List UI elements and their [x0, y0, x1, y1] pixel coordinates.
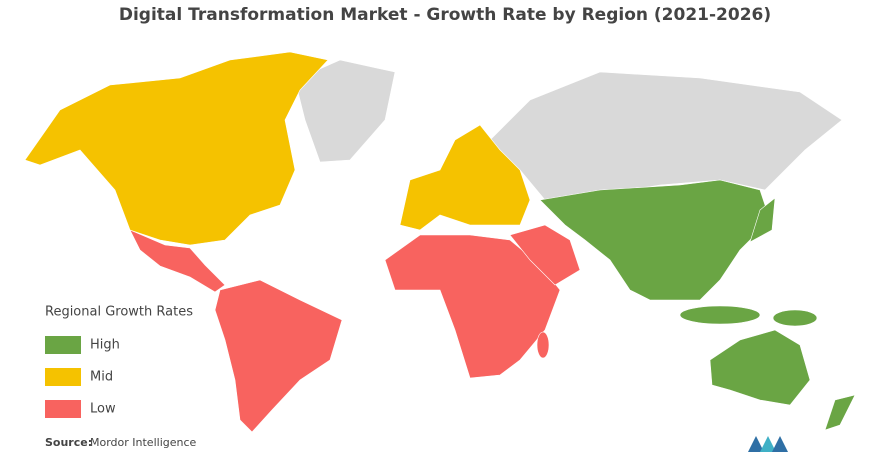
legend-label: Low: [90, 402, 116, 417]
asia: [539, 179, 771, 301]
japan: [749, 197, 776, 243]
legend: High Mid Low: [45, 336, 120, 418]
legend-title: Regional Growth Rates: [45, 305, 193, 320]
middle-east: [509, 224, 581, 286]
north-america: [24, 51, 329, 246]
legend-label: High: [90, 338, 120, 353]
africa: [384, 234, 561, 379]
new-zealand: [824, 394, 856, 431]
legend-swatch: [45, 400, 81, 418]
source-label: Source:: [45, 436, 92, 449]
australia: [709, 329, 811, 406]
legend-label: Mid: [90, 370, 113, 385]
legend-swatch: [45, 336, 81, 354]
south-america: [214, 279, 343, 433]
madagascar: [536, 331, 550, 359]
logo: [748, 436, 788, 452]
legend-swatch: [45, 368, 81, 386]
title: Digital Transformation Market - Growth R…: [119, 5, 771, 25]
greenland: [294, 59, 396, 163]
europe: [399, 124, 531, 231]
central-america: [129, 229, 226, 293]
source-text: Mordor Intelligence: [90, 436, 197, 449]
russia: [489, 71, 843, 201]
new-guinea: [772, 309, 818, 327]
world-map: [24, 51, 856, 433]
indonesia: [679, 305, 761, 325]
